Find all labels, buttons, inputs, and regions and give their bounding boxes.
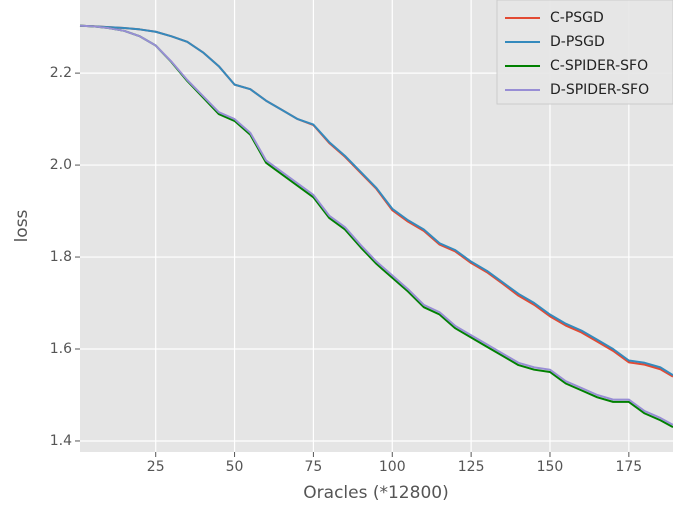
x-tick-label: 25 [147, 459, 165, 475]
x-tick-label: 75 [305, 459, 323, 475]
series-line [79, 24, 673, 426]
x-tick-label: 175 [615, 459, 642, 475]
legend-label: C-PSGD [550, 10, 604, 26]
y-tick-label: 2.2 [50, 65, 72, 81]
y-tick-label: 1.6 [50, 341, 72, 357]
y-tick-label: 1.8 [50, 249, 72, 265]
x-tick-label: 150 [537, 459, 564, 475]
x-tick-label: 100 [379, 459, 406, 475]
y-axis-label: loss [12, 209, 32, 242]
legend-label: C-SPIDER-SFO [550, 58, 648, 74]
x-axis-label: Oracles (*12800) [303, 483, 448, 503]
y-tick-label: 2.0 [50, 157, 72, 173]
legend-label: D-PSGD [550, 34, 605, 50]
x-tick-label: 50 [226, 459, 244, 475]
series-line [79, 24, 673, 377]
x-tick-label: 125 [458, 459, 485, 475]
legend-label: D-SPIDER-SFO [550, 82, 649, 98]
y-tick-label: 1.4 [50, 433, 72, 449]
